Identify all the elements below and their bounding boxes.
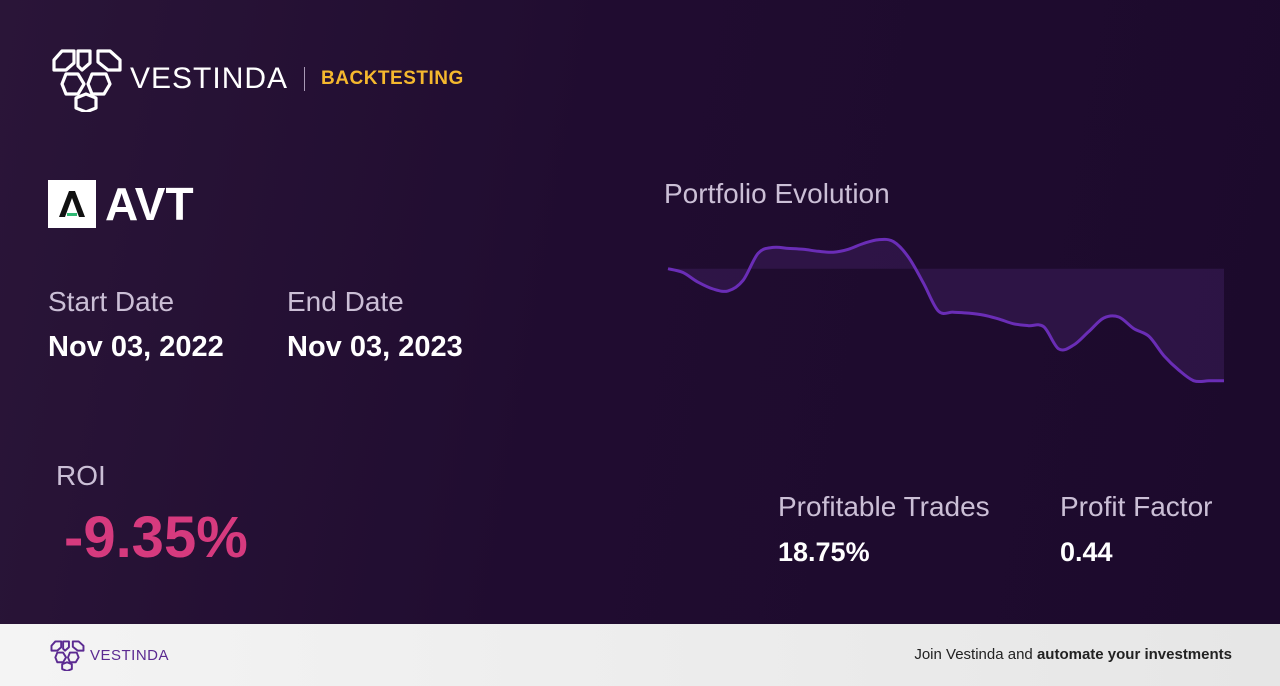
footer-bar: VESTINDA Join Vestinda and automate your… [0,624,1280,686]
profit-factor-label: Profit Factor [1060,491,1213,522]
brand-divider [304,67,306,91]
end-date-label: End Date [287,286,404,317]
ticker-symbol: AVT [105,178,194,230]
footer-cta-prefix: Join Vestinda and [914,646,1037,663]
start-date-label: Start Date [48,286,175,317]
footer-brand-name: VESTINDA [90,646,170,664]
brand-name: VESTINDA [130,62,289,95]
start-date-value: Nov 03, 2022 [48,331,224,363]
brand-header: VESTINDA BACKTESTING [48,46,464,112]
vestinda-logo-icon [50,640,85,671]
backtest-card: VESTINDA BACKTESTING AVT Start Date Nov … [0,0,1280,624]
vestinda-logo-icon [52,49,122,112]
profitable-trades-value: 18.75% [778,537,870,567]
ticker-logo-icon [48,180,96,228]
chart-series-line [667,237,1224,384]
chart-area-fill [668,239,1224,382]
chart-title: Portfolio Evolution [664,178,890,209]
end-date-value: Nov 03, 2023 [287,331,463,363]
footer-cta-bold: automate your investments [1036,646,1232,663]
footer-brand[interactable]: VESTINDA [48,639,169,671]
roi-value: -9.35% [64,505,248,570]
footer-cta[interactable]: Join Vestinda and automate your investme… [914,646,1232,663]
ticker-heading: AVT [48,180,194,228]
profitable-trades-label: Profitable Trades [778,491,990,522]
portfolio-evolution-chart [667,237,1224,384]
profit-factor-value: 0.44 [1060,537,1113,567]
brand-tag: BACKTESTING [321,68,464,89]
roi-label: ROI [56,460,106,491]
